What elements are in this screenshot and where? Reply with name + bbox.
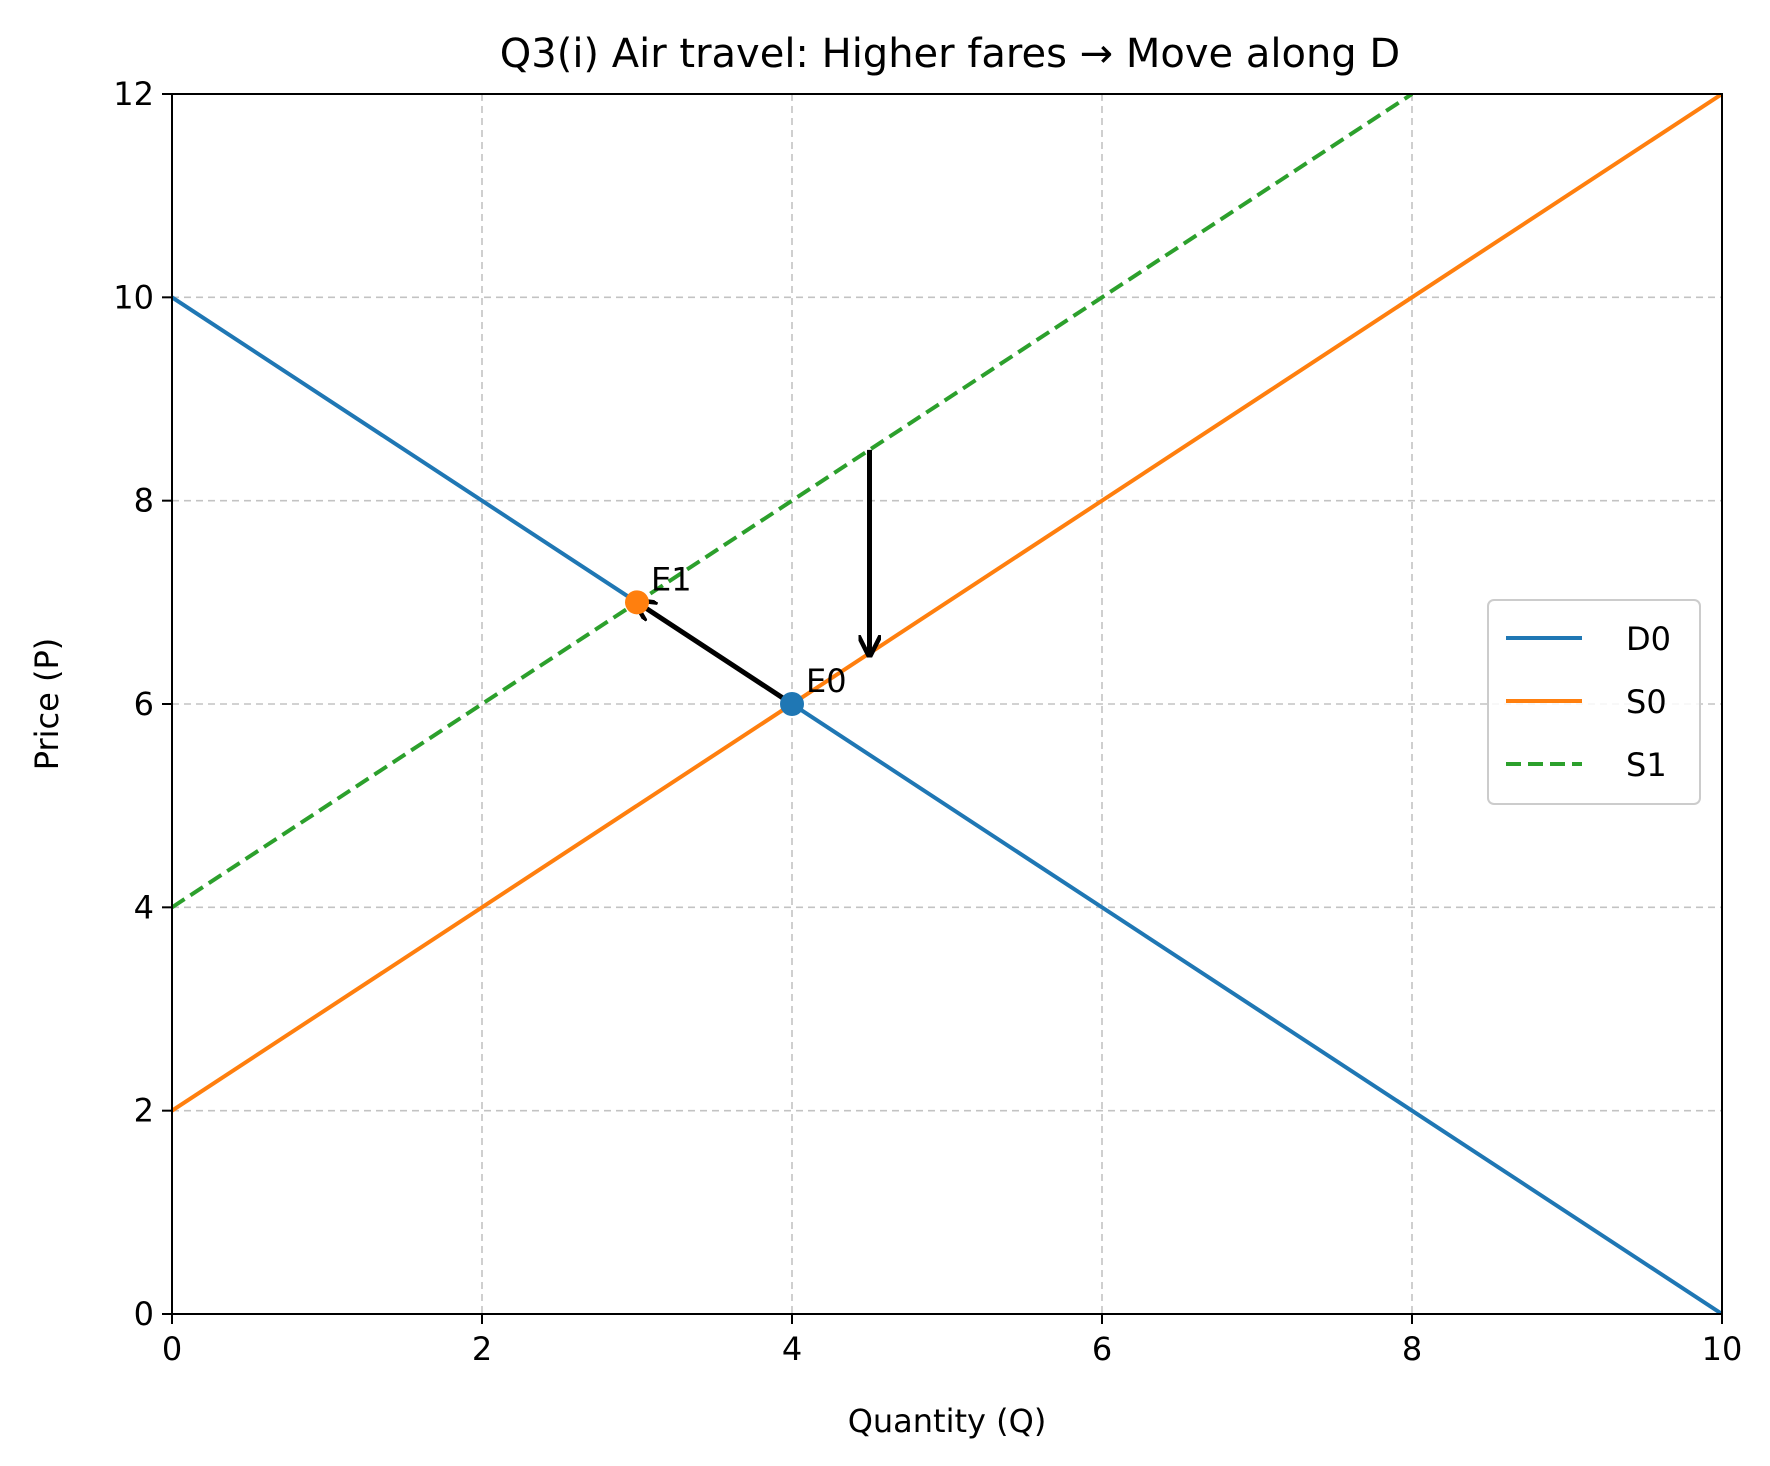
point-e1: [625, 590, 649, 615]
x-tick-label: 6: [1092, 1330, 1112, 1368]
y-tick-label: 4: [134, 888, 154, 926]
y-tick-label: 6: [134, 685, 154, 723]
series-line-s1: [172, 94, 1414, 910]
legend-label-d0: D0: [1626, 620, 1671, 658]
shift-arrows: [637, 449, 870, 707]
series-line-d0: [172, 295, 1722, 1314]
y-tick-label: 0: [134, 1295, 154, 1333]
axis-ticks: 0 2 4 6 8 10 0 2 4 6 8 10 12: [113, 75, 1742, 1368]
point-e0: [780, 692, 804, 716]
x-tick-label: 0: [162, 1330, 182, 1368]
y-tick-label: 2: [134, 1092, 154, 1130]
x-axis-label: Quantity (Q): [848, 1402, 1047, 1440]
y-axis-label: Price (P): [28, 638, 66, 771]
shift-arrow-2: [637, 602, 794, 707]
series-lines: [172, 94, 1722, 1314]
legend: D0 S0 S1: [1487, 599, 1701, 805]
y-tick-label: 12: [113, 75, 154, 113]
x-tick-label: 8: [1402, 1330, 1422, 1368]
series-line-s0: [172, 94, 1722, 1113]
chart-title: Q3(i) Air travel: Higher fares → Move al…: [500, 31, 1400, 77]
x-tick-label: 4: [782, 1330, 802, 1368]
point-label-e1: E1: [651, 560, 692, 598]
x-tick-label: 2: [472, 1330, 492, 1368]
legend-box: [1487, 599, 1701, 805]
point-label-e0: E0: [806, 662, 847, 700]
y-tick-label: 8: [134, 482, 154, 520]
legend-label-s0: S0: [1626, 683, 1667, 721]
legend-label-s1: S1: [1626, 746, 1667, 784]
y-tick-label: 10: [113, 278, 154, 316]
x-tick-label: 10: [1702, 1330, 1743, 1368]
equilibrium-points: E0 E1: [625, 560, 847, 716]
